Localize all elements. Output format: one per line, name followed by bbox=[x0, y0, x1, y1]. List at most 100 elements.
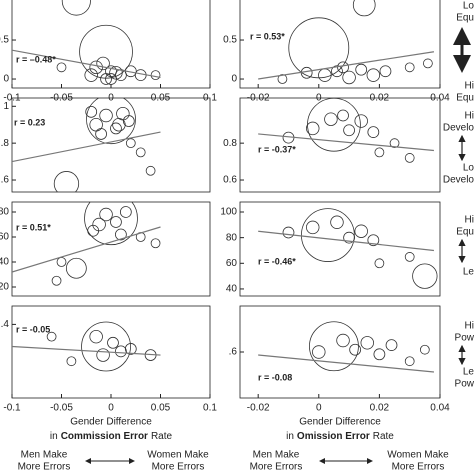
bubble bbox=[301, 208, 355, 262]
r-annotation: r = 0.51* bbox=[16, 222, 51, 232]
bubble bbox=[84, 68, 98, 82]
r-annotation: r = 0.53* bbox=[250, 31, 285, 41]
x-tick-label: 0.05 bbox=[151, 403, 171, 414]
direction-label: More Errors bbox=[250, 462, 303, 473]
bubble bbox=[355, 63, 368, 76]
side-label: Lo bbox=[463, 163, 474, 174]
x-title-part: Rate bbox=[151, 431, 173, 442]
bubble bbox=[373, 348, 386, 361]
plot-area bbox=[12, 98, 161, 192]
y-tick-label: .6 bbox=[229, 347, 238, 358]
bubble bbox=[96, 348, 110, 362]
bubble bbox=[419, 344, 430, 355]
bubble bbox=[99, 207, 113, 222]
y-tick-label: 60 bbox=[226, 258, 238, 269]
bubble bbox=[96, 56, 110, 71]
bubble bbox=[150, 238, 161, 249]
x-tick-label: 0.1 bbox=[203, 403, 217, 414]
x-title-part: Commission Error bbox=[61, 431, 148, 442]
bubble bbox=[150, 70, 161, 81]
bubble bbox=[404, 356, 415, 367]
bubble bbox=[337, 109, 349, 122]
bubble bbox=[145, 165, 156, 176]
bubble bbox=[112, 118, 126, 132]
x-tick-label: -0.1 bbox=[3, 403, 21, 414]
bubble bbox=[312, 345, 326, 359]
bubble bbox=[404, 252, 415, 262]
bubble bbox=[66, 356, 77, 367]
bubble bbox=[366, 68, 381, 82]
bubble bbox=[374, 258, 385, 269]
x-tick-label: 0 bbox=[316, 403, 322, 414]
bubble bbox=[352, 0, 376, 17]
plot-area bbox=[258, 321, 434, 373]
side-label: Develo bbox=[443, 123, 474, 134]
direction-label: More Errors bbox=[392, 462, 445, 473]
side-label: Equ bbox=[456, 13, 474, 24]
bubble bbox=[81, 321, 131, 372]
bubble bbox=[330, 215, 344, 229]
bubble bbox=[53, 171, 80, 192]
bubble bbox=[389, 138, 400, 149]
r-annotation: r = 0.23 bbox=[14, 117, 45, 127]
bubble bbox=[318, 68, 332, 82]
y-tick-label: 60 bbox=[0, 232, 9, 243]
r-annotation: r = -0.37* bbox=[258, 144, 296, 154]
plot-area bbox=[258, 208, 438, 289]
bubble bbox=[360, 336, 374, 350]
bubble bbox=[331, 65, 343, 78]
bubble bbox=[89, 329, 103, 344]
bubble bbox=[89, 118, 103, 132]
bubble bbox=[115, 228, 127, 241]
y-tick-label: 0.6 bbox=[223, 175, 237, 186]
side-label: Pow bbox=[455, 379, 474, 390]
bubble bbox=[282, 226, 295, 239]
side-label: Lo bbox=[463, 1, 474, 12]
trend-line bbox=[12, 226, 161, 273]
bubble bbox=[125, 138, 136, 149]
side-label: Equ bbox=[456, 93, 474, 104]
y-tick-label: .8 bbox=[1, 138, 10, 149]
x-title-part: in bbox=[50, 431, 58, 442]
trend-line bbox=[12, 345, 161, 356]
direction-label: More Errors bbox=[18, 462, 71, 473]
bubble bbox=[324, 112, 338, 126]
side-label: Hi bbox=[465, 81, 474, 92]
y-tick-label: 0.5 bbox=[223, 35, 237, 46]
bubble bbox=[412, 263, 438, 289]
bubble bbox=[56, 257, 67, 267]
plot-frame bbox=[239, 97, 441, 193]
bubble bbox=[122, 115, 135, 127]
x-title: Gender Difference bbox=[70, 417, 152, 428]
plot-frame bbox=[11, 97, 211, 193]
bubble bbox=[337, 61, 349, 74]
plot-frame bbox=[11, 201, 211, 297]
direction-label: Men Make bbox=[253, 450, 300, 461]
x-title: in Commission Error Rate bbox=[50, 431, 173, 442]
trend-line bbox=[258, 230, 435, 252]
bubble bbox=[354, 224, 368, 238]
bubble bbox=[107, 336, 119, 349]
bubble bbox=[56, 62, 67, 73]
bubble bbox=[367, 126, 380, 138]
bubble bbox=[51, 275, 62, 286]
trend-line bbox=[258, 133, 434, 152]
bubble bbox=[99, 108, 113, 123]
side-label: Hi bbox=[465, 215, 474, 226]
bubble bbox=[84, 202, 138, 246]
bubble bbox=[385, 339, 398, 351]
trend-line bbox=[258, 354, 434, 373]
bubble bbox=[86, 98, 136, 145]
bubble bbox=[100, 73, 112, 85]
plot-frame bbox=[11, 0, 211, 89]
side-label: Le bbox=[463, 267, 474, 278]
r-annotation: r = -0.46* bbox=[258, 256, 296, 266]
y-tick-label: 0 bbox=[231, 74, 237, 85]
bubble bbox=[115, 345, 127, 358]
plot-frame bbox=[239, 0, 441, 89]
side-label: Hi bbox=[465, 321, 474, 332]
side-label: Hi bbox=[465, 111, 474, 122]
bubble bbox=[306, 220, 320, 235]
bubble bbox=[354, 114, 368, 128]
bubble bbox=[79, 24, 133, 79]
